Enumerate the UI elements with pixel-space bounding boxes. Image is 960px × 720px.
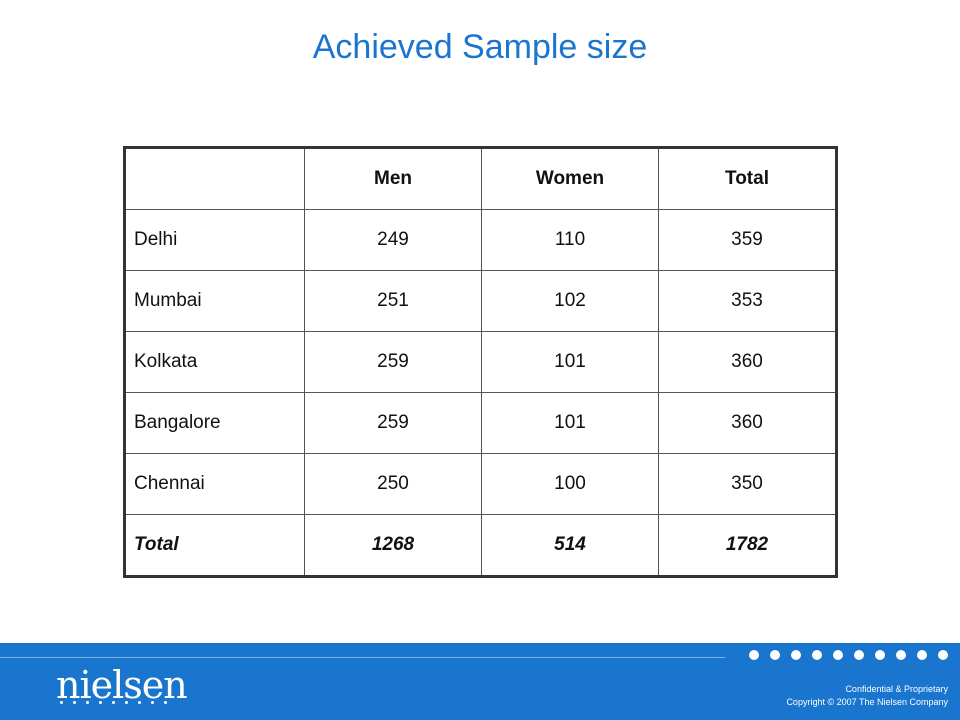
header-cell-men: Men	[304, 147, 482, 210]
men-cell: 249	[304, 209, 482, 271]
men-total-cell: 1268	[304, 514, 482, 577]
men-cell: 259	[304, 392, 482, 454]
city-cell: Delhi	[124, 209, 305, 271]
dot-icon	[875, 650, 885, 660]
grand-total-cell: 1782	[658, 514, 837, 577]
confidential-text: Confidential & Proprietary	[845, 684, 948, 694]
women-cell: 102	[481, 270, 659, 332]
logo-dots	[60, 701, 167, 704]
dot-icon	[812, 650, 822, 660]
sample-size-table: Men Women Total Delhi 249 110 359 Mumbai…	[123, 146, 838, 578]
women-total-cell: 514	[481, 514, 659, 577]
women-cell: 110	[481, 209, 659, 271]
header-cell-women: Women	[481, 147, 659, 210]
table-row: Chennai 250 100 350	[124, 453, 837, 515]
table-row: Delhi 249 110 359	[124, 209, 837, 271]
slide-title: Achieved Sample size	[312, 28, 648, 66]
table-row: Bangalore 259 101 360	[124, 392, 837, 454]
men-cell: 251	[304, 270, 482, 332]
table-total-row: Total 1268 514 1782	[124, 514, 837, 577]
total-cell: 360	[658, 331, 837, 393]
city-cell: Mumbai	[124, 270, 305, 332]
men-cell: 259	[304, 331, 482, 393]
dot-icon	[917, 650, 927, 660]
dot-icon	[749, 650, 759, 660]
dot-icon	[791, 650, 801, 660]
city-cell: Bangalore	[124, 392, 305, 454]
dot-icon	[833, 650, 843, 660]
header-cell-blank	[124, 147, 305, 210]
footer-bar: nielsen Confidential & Proprietary Copyr…	[0, 643, 960, 720]
women-cell: 100	[481, 453, 659, 515]
header-cell-total: Total	[658, 147, 837, 210]
total-label-cell: Total	[124, 514, 305, 577]
decorative-dots	[749, 650, 948, 660]
men-cell: 250	[304, 453, 482, 515]
total-cell: 350	[658, 453, 837, 515]
dot-icon	[854, 650, 864, 660]
total-cell: 359	[658, 209, 837, 271]
dot-icon	[896, 650, 906, 660]
dot-icon	[938, 650, 948, 660]
nielsen-logo: nielsen	[56, 663, 188, 707]
dot-icon	[770, 650, 780, 660]
footer-divider	[0, 657, 725, 658]
table-header-row: Men Women Total	[124, 147, 837, 210]
total-cell: 360	[658, 392, 837, 454]
copyright-text: Copyright © 2007 The Nielsen Company	[786, 697, 948, 707]
city-cell: Kolkata	[124, 331, 305, 393]
city-cell: Chennai	[124, 453, 305, 515]
women-cell: 101	[481, 331, 659, 393]
total-cell: 353	[658, 270, 837, 332]
table-row: Kolkata 259 101 360	[124, 331, 837, 393]
table-row: Mumbai 251 102 353	[124, 270, 837, 332]
women-cell: 101	[481, 392, 659, 454]
legal-text: Confidential & Proprietary Copyright © 2…	[786, 683, 948, 709]
